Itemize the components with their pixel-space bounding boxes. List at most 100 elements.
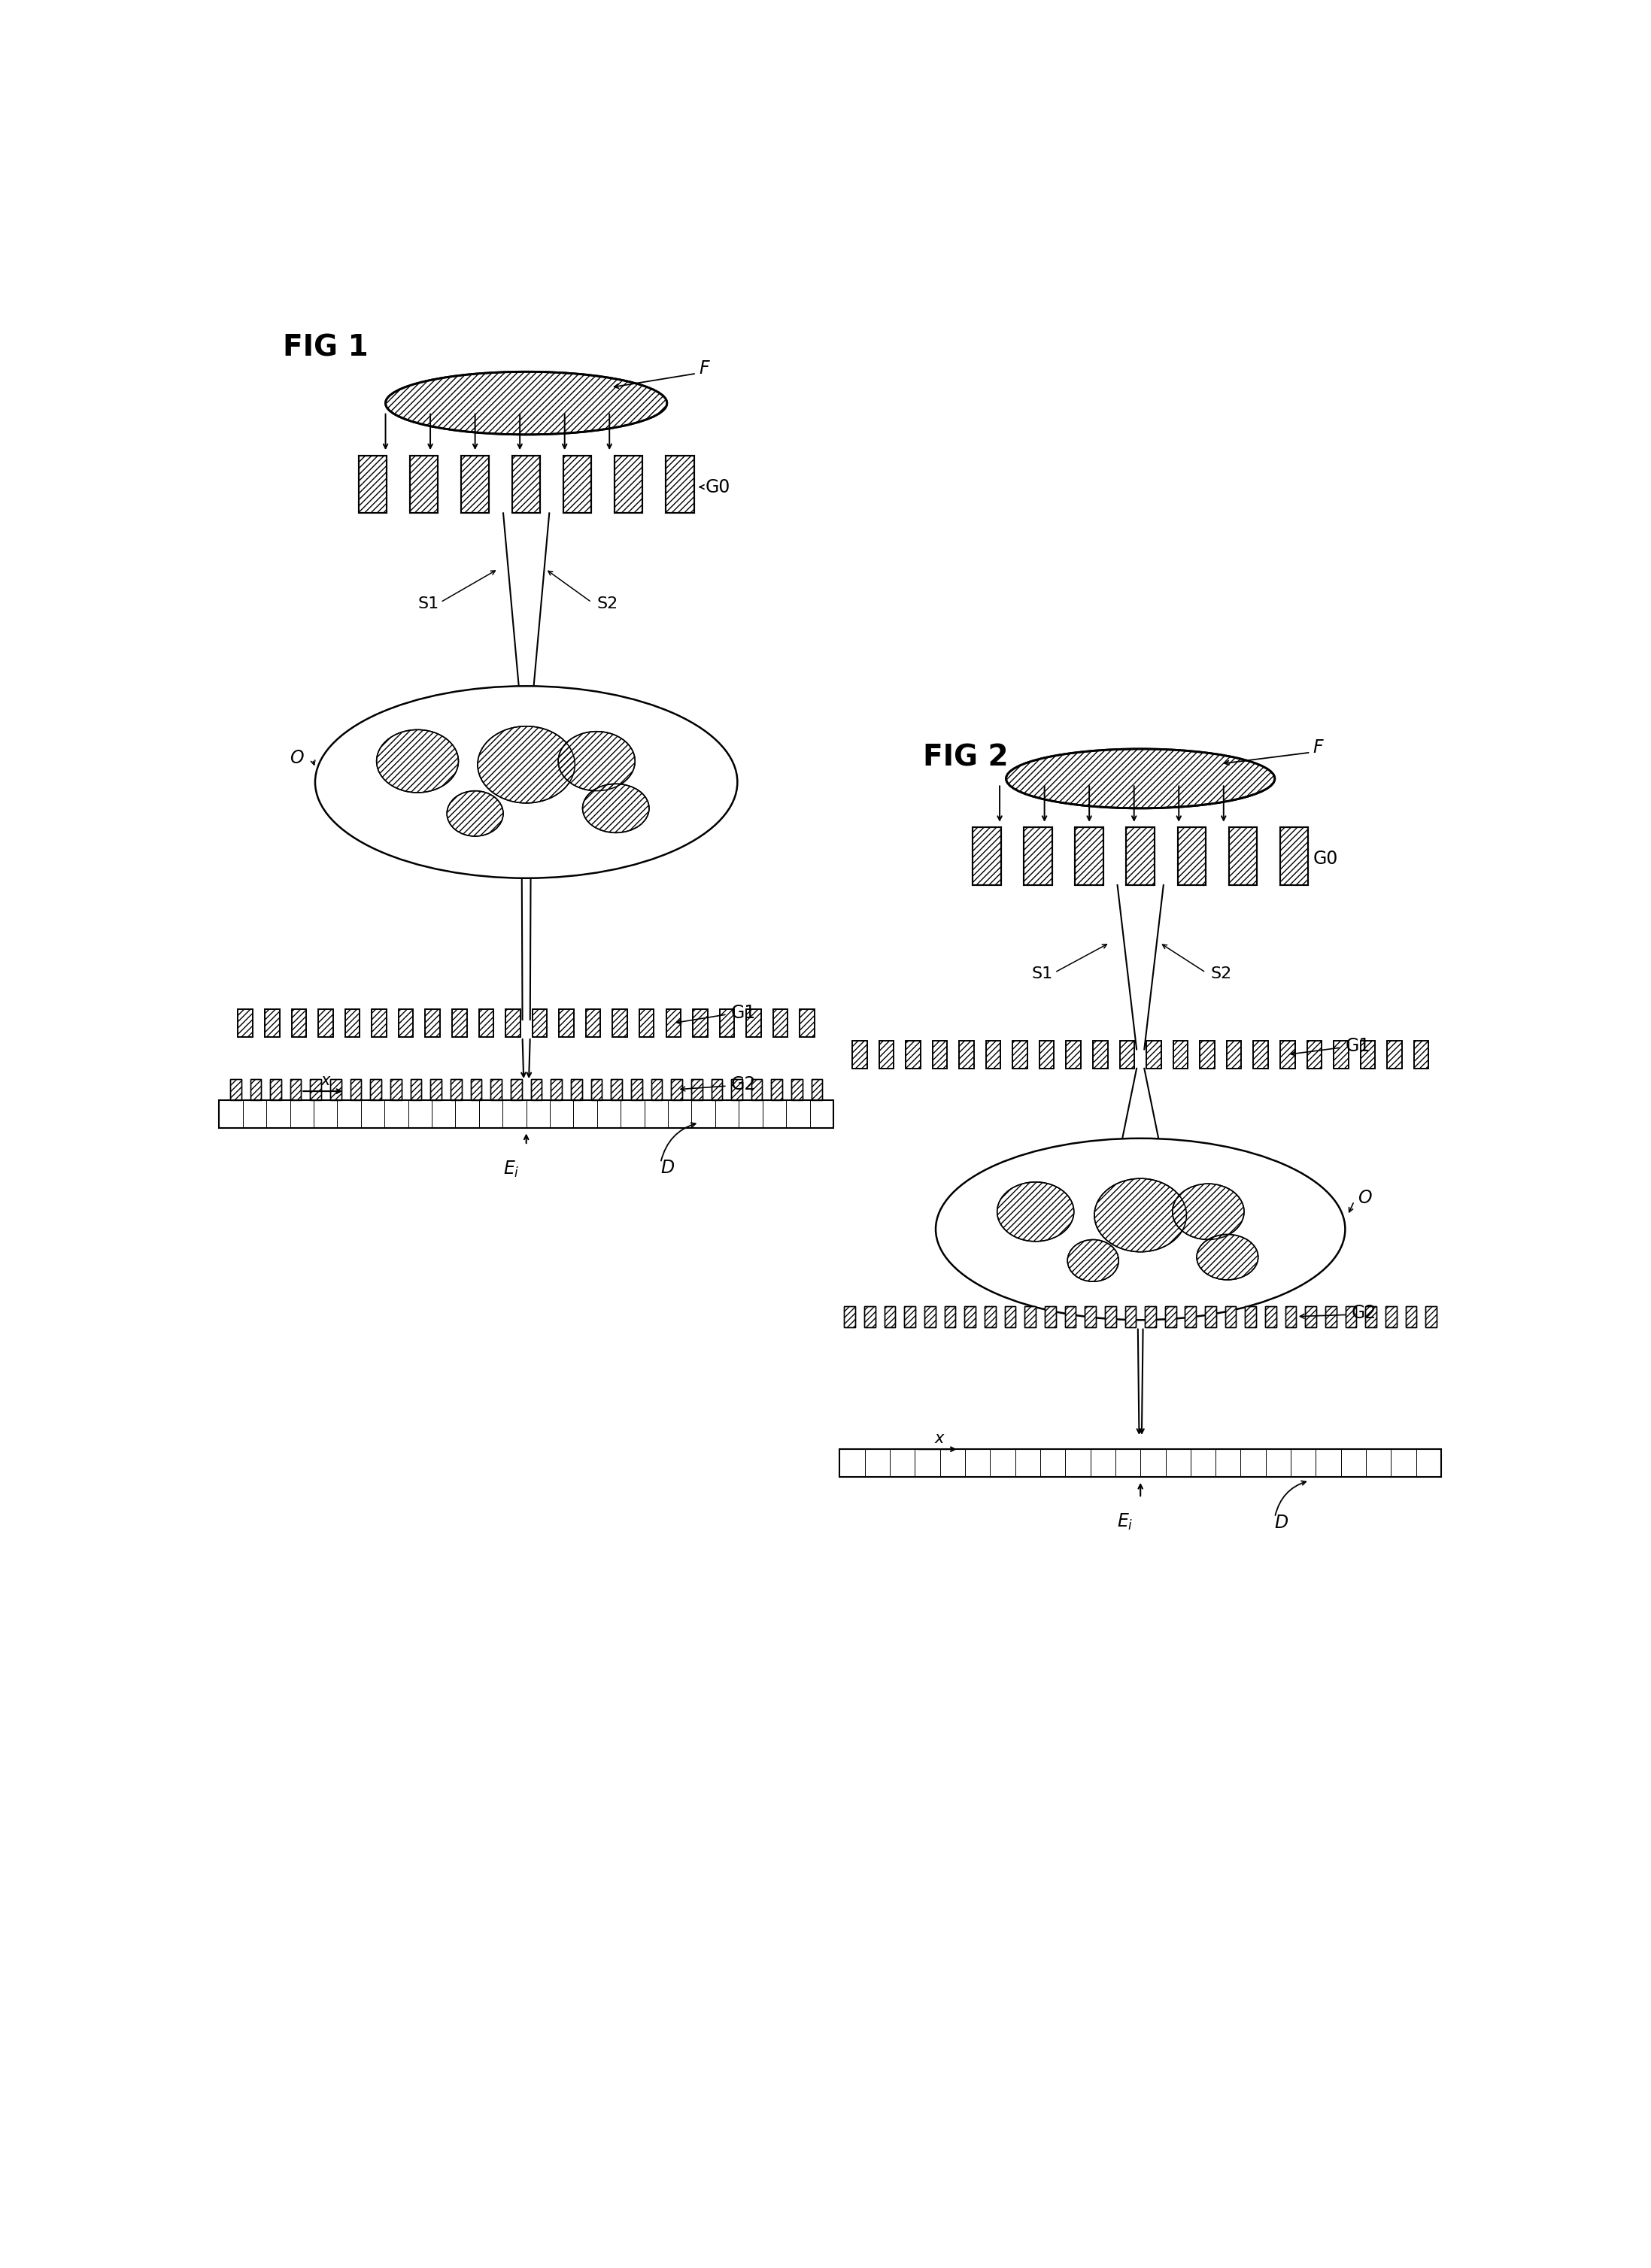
Bar — [746, 1009, 761, 1036]
Bar — [1119, 1041, 1134, 1068]
Bar — [720, 1009, 735, 1036]
Bar — [479, 1009, 494, 1036]
Bar — [1177, 828, 1205, 885]
Bar — [1144, 1306, 1156, 1327]
Bar — [1387, 1041, 1402, 1068]
Bar — [984, 1306, 996, 1327]
Bar — [650, 1080, 662, 1100]
Bar — [1346, 1306, 1357, 1327]
Bar — [751, 1080, 763, 1100]
Bar — [1105, 1306, 1116, 1327]
Bar — [986, 1041, 1001, 1068]
Bar — [1425, 1306, 1436, 1327]
Bar — [510, 1080, 522, 1100]
Bar — [905, 1306, 915, 1327]
Bar — [693, 1009, 708, 1036]
Bar — [479, 1009, 494, 1036]
Bar — [490, 1080, 502, 1100]
Bar — [563, 456, 591, 513]
Bar — [933, 1041, 948, 1068]
Bar — [863, 1306, 875, 1327]
Bar — [665, 1009, 680, 1036]
Bar — [1280, 1041, 1294, 1068]
Bar — [1227, 1041, 1242, 1068]
Bar — [799, 1009, 814, 1036]
Bar — [271, 1080, 281, 1100]
Bar — [1253, 1041, 1268, 1068]
Bar — [530, 1080, 542, 1100]
Bar — [461, 456, 489, 513]
Text: S1: S1 — [1032, 966, 1053, 982]
Bar — [1177, 828, 1205, 885]
Bar — [530, 1080, 542, 1100]
Bar — [451, 1080, 462, 1100]
Bar — [560, 1009, 575, 1036]
Bar — [811, 1080, 822, 1100]
Bar — [692, 1080, 702, 1100]
Bar — [510, 1080, 522, 1100]
Bar — [350, 1080, 362, 1100]
Bar — [1045, 1306, 1055, 1327]
Bar — [431, 1080, 441, 1100]
Bar — [799, 1009, 814, 1036]
Bar — [409, 456, 438, 513]
Bar — [238, 1009, 253, 1036]
Bar — [220, 1100, 834, 1127]
Bar — [639, 1009, 654, 1036]
Bar — [731, 1080, 743, 1100]
Text: G1: G1 — [731, 1005, 756, 1021]
Bar — [1306, 1306, 1316, 1327]
Bar — [984, 1306, 996, 1327]
Bar — [863, 1306, 875, 1327]
Bar — [1166, 1306, 1176, 1327]
Bar — [959, 1041, 974, 1068]
Bar — [292, 1009, 305, 1036]
Bar — [1025, 1306, 1035, 1327]
Bar — [560, 1009, 575, 1036]
Bar — [571, 1080, 581, 1100]
Bar — [370, 1080, 381, 1100]
Bar — [1067, 1041, 1081, 1068]
Bar — [933, 1041, 948, 1068]
Bar — [1205, 1306, 1217, 1327]
Text: S2: S2 — [596, 596, 617, 612]
Bar — [972, 828, 1001, 885]
Bar — [1413, 1041, 1428, 1068]
Bar — [1225, 1306, 1237, 1327]
Bar — [1124, 1306, 1136, 1327]
Bar — [1040, 1041, 1053, 1068]
Bar — [310, 1080, 322, 1100]
Bar — [959, 1041, 974, 1068]
Bar — [409, 456, 438, 513]
Bar — [751, 1080, 763, 1100]
Bar — [292, 1009, 305, 1036]
Bar — [291, 1080, 300, 1100]
Ellipse shape — [447, 792, 504, 837]
Bar — [345, 1009, 360, 1036]
Bar — [731, 1080, 743, 1100]
Bar — [1185, 1306, 1195, 1327]
Bar — [1334, 1041, 1349, 1068]
Ellipse shape — [1197, 1234, 1258, 1279]
Text: F: F — [698, 358, 710, 376]
Bar — [1146, 1041, 1161, 1068]
Bar — [319, 1009, 334, 1036]
Bar — [398, 1009, 413, 1036]
Bar — [1119, 1041, 1134, 1068]
Ellipse shape — [1095, 1179, 1187, 1252]
Bar — [844, 1306, 855, 1327]
Bar — [398, 1009, 413, 1036]
Bar — [319, 1009, 334, 1036]
Bar — [551, 1080, 561, 1100]
Bar — [1346, 1306, 1357, 1327]
Bar — [532, 1009, 546, 1036]
Text: $E_i$: $E_i$ — [504, 1159, 518, 1179]
Bar — [1245, 1306, 1256, 1327]
Bar — [885, 1306, 895, 1327]
Bar — [852, 1041, 867, 1068]
Bar — [944, 1306, 956, 1327]
Bar — [350, 1080, 362, 1100]
Bar — [613, 1009, 627, 1036]
Bar — [639, 1009, 654, 1036]
Bar — [840, 1449, 1441, 1476]
